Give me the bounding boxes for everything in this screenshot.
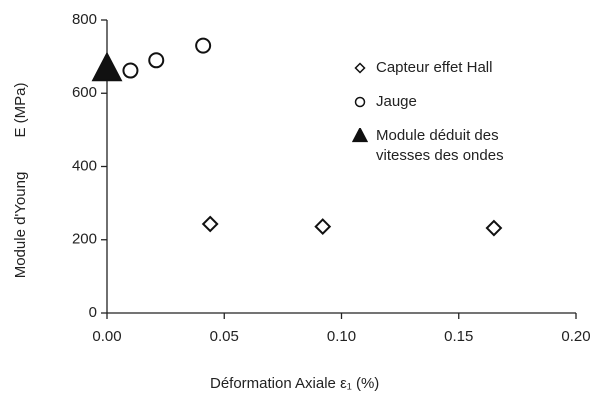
- legend-icon: [354, 96, 366, 108]
- legend-label: Module déduit des vitesses des ondes: [376, 127, 504, 164]
- y-tick-label: 200: [72, 231, 97, 248]
- marker-circle: [354, 96, 366, 108]
- legend-item: Capteur effet Hall: [352, 58, 552, 78]
- y-tick-label: 400: [72, 157, 97, 174]
- legend-icon: [352, 128, 368, 143]
- x-tick-label: 0.10: [327, 328, 356, 345]
- y-axis-label: E (MPa): [12, 82, 29, 137]
- marker-triangle: [91, 51, 123, 82]
- x-tick-label: 0.20: [561, 328, 590, 345]
- marker-diamond: [485, 219, 503, 237]
- legend-label: Capteur effet Hall: [376, 59, 493, 76]
- marker-diamond: [354, 62, 366, 74]
- marker-circle: [122, 62, 139, 79]
- x-axis-label: Déformation Axiale ε₁ (%): [210, 375, 379, 392]
- marker-circle: [148, 52, 165, 69]
- marker-diamond: [314, 218, 332, 235]
- legend-item: Jauge: [352, 92, 552, 112]
- x-tick-label: 0.15: [444, 328, 473, 345]
- y-tick-label: 0: [89, 304, 97, 321]
- x-tick-label: 0.05: [210, 328, 239, 345]
- y-tick-label: 800: [72, 11, 97, 28]
- legend: Capteur effet Hall Jauge Module déduit des…: [352, 58, 552, 180]
- legend-item: Module déduit des vitesses des ondes: [352, 126, 552, 166]
- legend-icon: [354, 62, 366, 74]
- y-tick-label: 600: [72, 84, 97, 101]
- legend-label: Jauge: [376, 93, 417, 110]
- marker-diamond: [201, 215, 219, 233]
- x-tick-label: 0.00: [92, 328, 121, 345]
- y-axis-label: Module d'Young: [12, 172, 29, 279]
- marker-triangle: [352, 128, 368, 143]
- marker-circle: [195, 37, 212, 54]
